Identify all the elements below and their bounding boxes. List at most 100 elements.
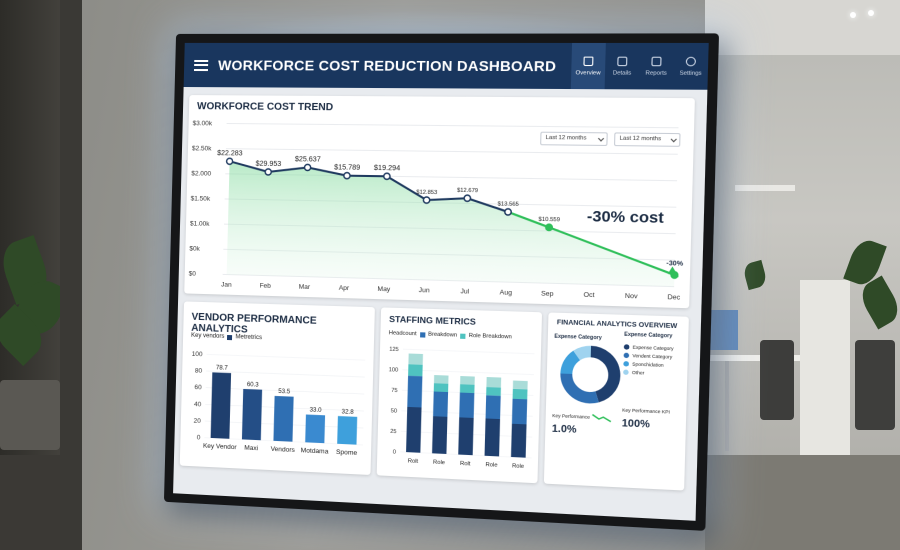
data-point (464, 195, 471, 201)
legend-swatch (420, 332, 425, 337)
donut-slice (566, 374, 598, 398)
data-label: 78.7 (216, 365, 229, 372)
y-tick-label: 25 (390, 429, 397, 435)
data-point (265, 169, 271, 175)
x-tick-label: Jan (221, 281, 232, 288)
y-tick-label: 100 (389, 367, 399, 374)
kpi-label: Key Performance KPI (622, 407, 670, 414)
bar-segment (433, 392, 448, 417)
data-point (384, 173, 390, 179)
donut-slice (577, 351, 591, 356)
bar-segment (486, 377, 501, 388)
bar-segment (513, 381, 528, 390)
top-bar: WORKFORCE COST REDUCTION DASHBOARD Overv… (184, 43, 709, 90)
legend-label: Sponchidation (632, 361, 664, 367)
data-label: $15.789 (334, 164, 360, 172)
legend-item: Sponchidation (623, 361, 673, 368)
x-tick-label: May (377, 286, 391, 294)
nav-label: Reports (645, 70, 666, 76)
bar-segment (408, 353, 423, 364)
data-label: 33.0 (310, 408, 323, 415)
y-tick-label: 20 (194, 417, 202, 424)
ceiling (705, 0, 900, 55)
x-tick-label: Feb (259, 282, 271, 289)
bar-segment (406, 407, 421, 453)
bar-segment (434, 375, 449, 384)
legend-swatch (460, 333, 465, 338)
select-value: Last 12 months (546, 135, 587, 142)
ceiling-light (850, 12, 856, 18)
legend-swatch (623, 361, 629, 366)
gear-icon (686, 56, 696, 66)
data-label: $13.565 (498, 201, 519, 208)
monitor (708, 310, 738, 350)
y-tick-label: 75 (391, 388, 398, 394)
period-select[interactable]: Last 12 months (540, 132, 608, 146)
panel-title: WORKFORCE COST TREND (197, 101, 333, 113)
y-tick-label: 0 (393, 449, 396, 455)
x-tick-label: Jul (460, 288, 469, 296)
bar (337, 416, 357, 445)
wall-tv: WORKFORCE COST REDUCTION DASHBOARD Overv… (164, 33, 719, 531)
expense-donut-chart (557, 342, 624, 407)
nav-reports[interactable]: Reports (639, 43, 675, 90)
expense-label: Expense Category (554, 334, 602, 342)
nav-label: Settings (679, 70, 701, 76)
y-tick-label: $0 (189, 270, 197, 277)
legend-label: Expense Category (633, 345, 674, 352)
x-tick-label: Apr (339, 285, 350, 292)
end-label: -30% (666, 260, 683, 268)
data-label: $22.283 (217, 150, 243, 157)
bar-segment (511, 424, 527, 458)
x-tick-label: Role (485, 462, 497, 469)
floor (705, 455, 900, 550)
x-tick-label: Dec (667, 294, 681, 302)
legend-label: Breakdown (428, 332, 457, 339)
chevron-down-icon (598, 136, 604, 142)
bar-segment (458, 417, 473, 455)
pendant-lamp (735, 185, 795, 191)
data-label: $12.853 (416, 190, 437, 197)
nav-label: Overview (576, 70, 601, 76)
x-tick-label: Nov (625, 293, 639, 301)
bar-segment (486, 387, 501, 396)
x-tick-label: Sep (541, 290, 554, 298)
period-select[interactable]: Last 12 months (614, 132, 681, 146)
y-tick-label: $0k (189, 245, 200, 252)
ceiling-light (868, 10, 874, 16)
donut-slice (566, 355, 576, 374)
donut-slice (590, 352, 615, 398)
vendor-performance-panel: 0 20 40 60 80 100 78.7 Key Vendor 60.3 Maxi 53.5 Ve… (180, 301, 375, 475)
data-point (505, 209, 512, 215)
bar-segment (407, 376, 422, 408)
nav-settings[interactable]: Settings (673, 43, 709, 90)
menu-icon[interactable] (194, 59, 208, 70)
data-label: $10.559 (538, 217, 560, 224)
office-chair (855, 340, 895, 430)
legend-item: Expense Category (624, 344, 674, 351)
y-tick-label: 50 (391, 408, 398, 414)
kpi-label: Key Performance (552, 413, 590, 420)
nav-details[interactable]: Details (605, 43, 640, 89)
legend-label: Metretrics (235, 334, 262, 341)
legend-item: Other (623, 370, 673, 377)
y-tick-label: 125 (389, 347, 399, 354)
legend-item: Vendent Category (624, 353, 674, 360)
kpi-value: 100% (622, 418, 650, 431)
x-tick-label: Spome (336, 449, 358, 457)
x-tick-label: Aug (500, 289, 513, 297)
expense-legend: Expense Category Vendent Category Sponch… (623, 344, 674, 376)
bar-segment (460, 384, 475, 393)
nav-overview[interactable]: Overview (571, 43, 606, 89)
app-title: WORKFORCE COST REDUCTION DASHBOARD (218, 57, 557, 74)
data-point (546, 224, 553, 230)
legend-label: Vendent Category (632, 353, 672, 360)
x-tick-label: Maxi (244, 445, 258, 453)
document-icon (617, 56, 627, 65)
cost-trend-panel: $3.00k $2.50k $2.000 $1.50k $1.00k $0k $0 Jan Fe… (184, 95, 695, 308)
bar (305, 414, 325, 443)
x-tick-label: Rolt (408, 458, 419, 465)
bar-segment (459, 393, 474, 418)
bar-segment (434, 383, 449, 392)
chevron-down-icon (671, 136, 677, 142)
